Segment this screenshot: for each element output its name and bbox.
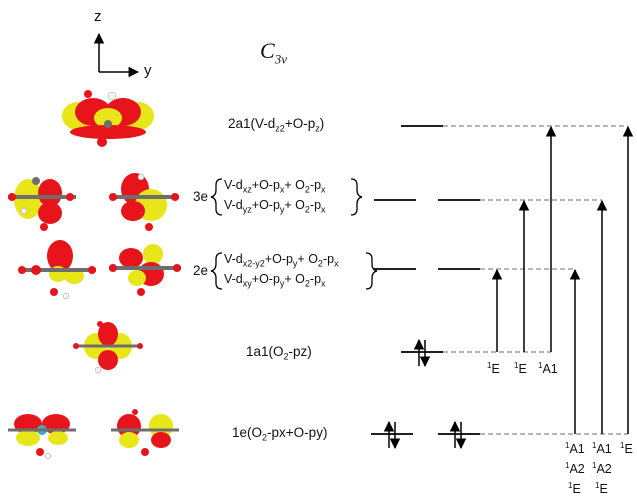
- orbital-2e-picture-right: [109, 244, 181, 296]
- label-3e-name: 3e: [193, 189, 209, 204]
- brace-3e-left: [210, 178, 223, 216]
- label-2e-line1: V-dx2-y2+O-py+ O2-px: [224, 252, 339, 269]
- transition-label-3: 1A1: [538, 361, 558, 377]
- transition-label-1: 1E: [487, 361, 500, 377]
- electron-pair-1a1: [413, 338, 431, 368]
- label-1e: 1e(O2-px+O-py): [232, 425, 328, 443]
- electron-pair-1e-a: [383, 420, 401, 450]
- orbital-2a1-picture: [62, 90, 154, 147]
- orbital-3e-picture-right: [109, 173, 179, 231]
- transition-label-4b: 1A2: [565, 461, 585, 477]
- transition-label-4a: 1A1: [565, 441, 585, 457]
- label-2a1: 2a1(V-dz2+O-pz): [228, 116, 325, 134]
- transition-label-6: 1E: [620, 441, 633, 457]
- axes: [93, 32, 140, 78]
- orbital-1e-picture-right: [111, 409, 179, 456]
- z-axis-label: z: [94, 8, 102, 25]
- point-group-label: C3v: [260, 38, 287, 67]
- orbital-1e-picture-left: [8, 414, 76, 460]
- orbital-1a1-picture: [73, 321, 143, 374]
- brace-3e-right: [350, 178, 363, 216]
- orbital-3e-picture-left: [8, 177, 76, 231]
- transition-label-2: 1E: [514, 361, 527, 377]
- label-2e-name: 2e: [193, 263, 209, 278]
- label-2e-line2: V-dxy+O-py+ O2-px: [224, 272, 326, 289]
- label-3e-line1: V-dxz+O-px+ O2-px: [224, 178, 326, 195]
- orbital-2e-picture-left: [18, 240, 96, 300]
- transition-label-5c: 1E: [595, 481, 608, 497]
- electron-pair-1e-b: [449, 420, 467, 450]
- energy-levels: [371, 125, 480, 435]
- y-axis-label: y: [144, 62, 152, 79]
- transition-label-4c: 1E: [568, 481, 581, 497]
- label-3e-line2: V-dyz+O-py+ O2-px: [224, 198, 326, 215]
- dashed-connectors: [443, 125, 628, 435]
- brace-2e-left: [210, 252, 223, 290]
- transition-label-5a: 1A1: [592, 441, 612, 457]
- transition-arrows: [491, 125, 634, 434]
- transition-label-5b: 1A2: [592, 461, 612, 477]
- label-1a1: 1a1(O2-pz): [246, 344, 312, 362]
- electron-pairs: [383, 338, 467, 450]
- brace-2e-right: [365, 252, 378, 290]
